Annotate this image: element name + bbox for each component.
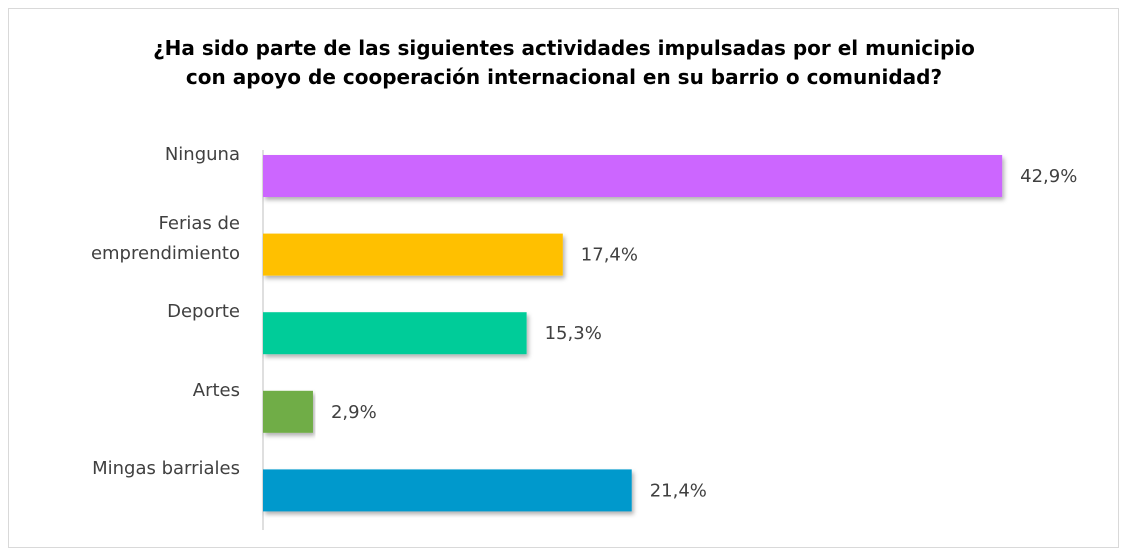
category-label: Mingas barriales	[92, 458, 240, 480]
value-label: 2,9%	[331, 402, 377, 423]
value-label: 42,9%	[1020, 166, 1077, 187]
value-label: 15,3%	[545, 323, 602, 344]
category-label: Artes	[192, 379, 240, 401]
value-label: 21,4%	[650, 480, 707, 501]
category-label: Ninguna	[164, 144, 240, 165]
category-label: Deporte	[167, 301, 240, 323]
chart-frame	[8, 8, 1119, 548]
bar	[263, 155, 1003, 197]
bar	[263, 233, 563, 276]
category-label: Ferias de emprendimiento	[90, 212, 240, 264]
bar	[263, 312, 527, 355]
value-label: 17,4%	[581, 245, 638, 266]
bar	[263, 469, 632, 512]
bar	[263, 390, 313, 433]
chart-title: ¿Ha sido parte de las siguientes activid…	[153, 36, 975, 89]
